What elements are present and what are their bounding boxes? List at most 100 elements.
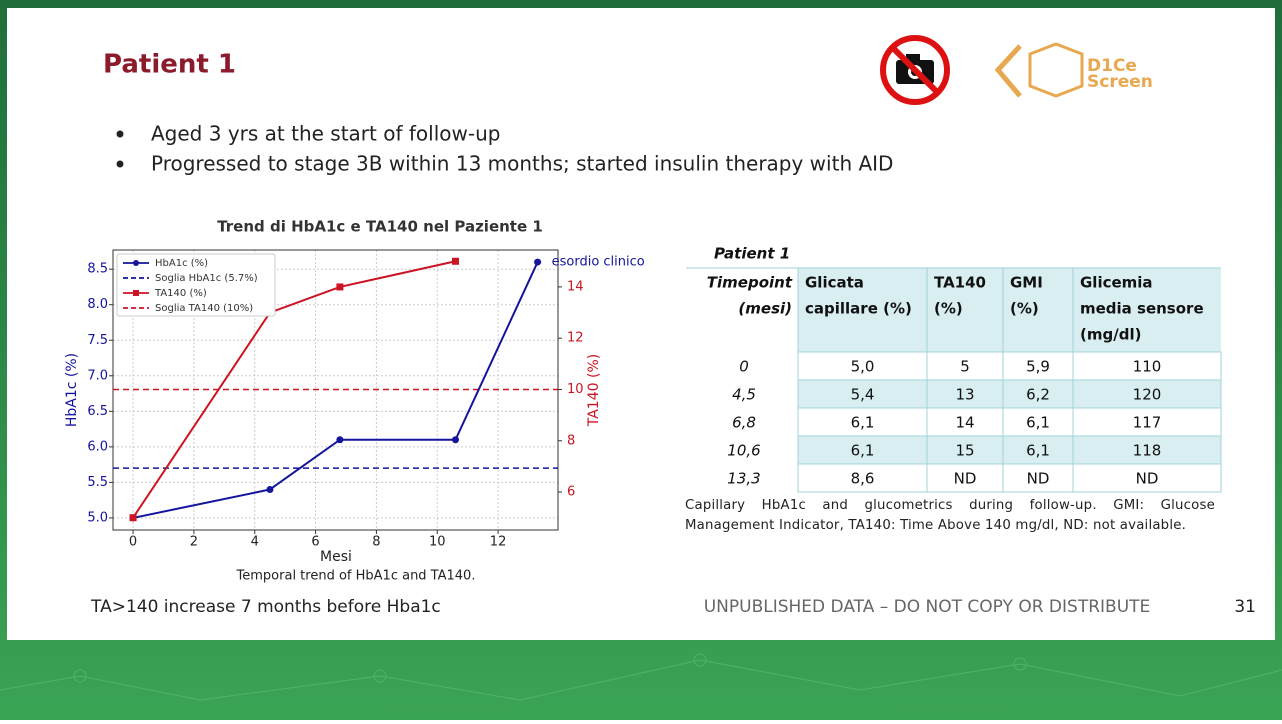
x-tick-label: 4 [251,535,259,550]
table-cell: 117 [1133,414,1162,432]
table-header: GMI [1010,274,1043,292]
legend-marker [133,260,139,266]
legend-label: Soglia TA140 (10%) [155,303,253,314]
background-pattern [0,653,1282,701]
table-header: Glicata [805,274,864,292]
x-tick-label: 8 [372,535,380,550]
table-cell: 5,9 [1026,358,1050,376]
table-header: Glicemia [1080,274,1153,292]
slide-note: TA>140 increase 7 months before Hba1c [90,597,441,617]
table-title: Patient 1 [714,245,790,263]
legend-label: HbA1c (%) [155,258,208,269]
table-cell: 4,5 [732,386,756,404]
table-header: TA140 [934,274,986,292]
y-tick-label: 7.5 [87,333,108,348]
table-cell: 110 [1133,358,1162,376]
table-cell: 8,6 [851,470,875,488]
y2-tick-label: 10 [567,382,584,397]
table-row-bg [797,463,1222,493]
legend: HbA1c (%) Soglia HbA1c (5.7%) TA140 (%) Sog… [116,253,276,317]
y2-tick-label: 12 [567,331,584,346]
point [534,258,542,266]
table-cell: 5 [960,358,970,376]
bullet [116,130,124,138]
legend-label: Soglia HbA1c (5.7%) [155,273,258,284]
series-line [132,260,456,519]
no-camera-icon [880,35,950,105]
table-header: media sensore [1080,300,1204,318]
table-header: (%) [934,300,963,318]
point [129,514,137,522]
table-header-bg [798,268,1221,352]
x-tick-label: 10 [429,535,446,550]
table-row-bg [797,407,1222,437]
point [336,436,344,444]
annotation: esordio clinico [552,255,645,270]
x-tick-label: 6 [311,535,319,550]
chart: 0 2 4 6 8 10 12 5.0 5.5 6.0 6.5 7.0 7.5 8.0 8.5 6 8 10 12 1… [87,249,645,550]
table-header: Timepoint [707,274,793,292]
footer: UNPUBLISHED DATA – DO NOT COPY OR DISTRI… [704,597,1151,617]
table-header: (mesi) [738,300,792,318]
y-tick-label: 7.0 [87,368,108,383]
y-tick-label: 8.5 [87,262,108,277]
x-tick-label: 0 [129,535,137,550]
chart-caption: Temporal trend of HbA1c and TA140. [236,569,476,584]
table-cell: 5,4 [851,386,875,404]
table-cell: 15 [955,442,974,460]
bullet-text: Progressed to stage 3B within 13 months;… [151,152,893,176]
table-cell: 10,6 [727,442,760,460]
y2-tick-label: 8 [567,433,575,448]
table-cell: 6,1 [851,442,875,460]
table-cell: 13 [955,386,974,404]
table-row-bg [797,351,1222,381]
y-tick-label: 8.0 [87,297,108,312]
logo: D1Ce Screen [994,42,1153,98]
legend-label: TA140 (%) [154,288,207,299]
table-cell: 6,1 [1026,414,1050,432]
legend-frame [116,253,276,317]
x-axis-label: Mesi [320,549,352,565]
table-header: capillare (%) [805,300,912,318]
table-cell: ND [954,470,977,488]
chart-title: Trend di HbA1c e TA140 nel Paziente 1 [217,218,543,236]
point [266,485,274,493]
y-tick-label: 6.5 [87,404,108,419]
legend-marker [133,290,139,296]
y2-axis-label: TA140 (%) [586,354,602,427]
table-cell: 5,0 [851,358,875,376]
table-cell: 14 [955,414,974,432]
table-cell: 118 [1133,442,1162,460]
slide-title: Patient 1 [103,50,236,80]
table-cell: 13,3 [727,470,760,488]
y-axis-label: HbA1c (%) [64,353,80,427]
x-tick-label: 2 [190,535,198,550]
y-tick-label: 5.5 [87,475,108,490]
table-header: (%) [1010,300,1039,318]
table-cell: 6,8 [732,414,756,432]
logo-text: Screen [1087,72,1153,92]
table-header: (mg/dl) [1080,326,1141,344]
table-caption-box: Capillary HbA1c and glucometrics during … [685,498,1215,533]
table-caption: Capillary HbA1c and glucometrics during … [685,498,1215,533]
y2-tick-label: 6 [567,485,575,500]
point [451,436,459,444]
table-cell: ND [1136,470,1159,488]
bullet [116,160,124,168]
point [336,283,344,291]
table-cell: 120 [1133,386,1162,404]
logo-text: D1Ce [1087,56,1137,76]
table-cell: ND [1027,470,1050,488]
table-cell: 6,1 [851,414,875,432]
y-tick-label: 6.0 [87,439,108,454]
table: 0 5,0 5 5,9 110 4,5 5,4 13 6,2 120 6,8 6,1 14 6,1 117 1… [686,267,1222,493]
page-number: 31 [1234,597,1256,617]
x-tick-label: 12 [490,535,507,550]
y-tick-label: 5.0 [87,510,108,525]
bullet-text: Aged 3 yrs at the start of follow-up [151,122,500,146]
table-cell: 6,1 [1026,442,1050,460]
y2-tick-label: 14 [567,279,584,294]
point [451,257,459,265]
